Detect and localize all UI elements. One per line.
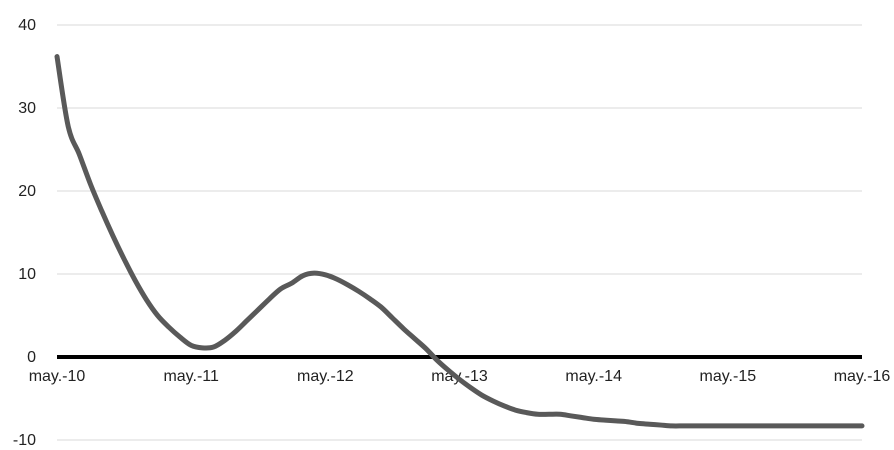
x-tick-label: may.-12 — [297, 368, 354, 385]
x-tick-label: may.-11 — [163, 368, 219, 385]
series-line — [54, 54, 865, 429]
y-tick-label: 0 — [27, 349, 36, 366]
y-tick-label: 30 — [18, 100, 36, 117]
x-tick-label: may.-16 — [834, 368, 891, 385]
gridlines — [57, 24, 862, 441]
y-axis-tick-labels: 40 30 20 10 0 -10 — [13, 17, 36, 449]
x-tick-label: may.-14 — [565, 368, 622, 385]
x-axis-tick-labels: may.-10 may.-11 may.-12 may.-13 may.-14 may.-… — [29, 368, 891, 385]
y-tick-label: 10 — [18, 266, 36, 283]
y-tick-label: -10 — [13, 432, 36, 449]
x-tick-label: may.-10 — [29, 368, 86, 385]
y-tick-label: 20 — [18, 183, 36, 200]
y-tick-label: 40 — [18, 17, 36, 34]
x-tick-label: may.-15 — [700, 368, 757, 385]
